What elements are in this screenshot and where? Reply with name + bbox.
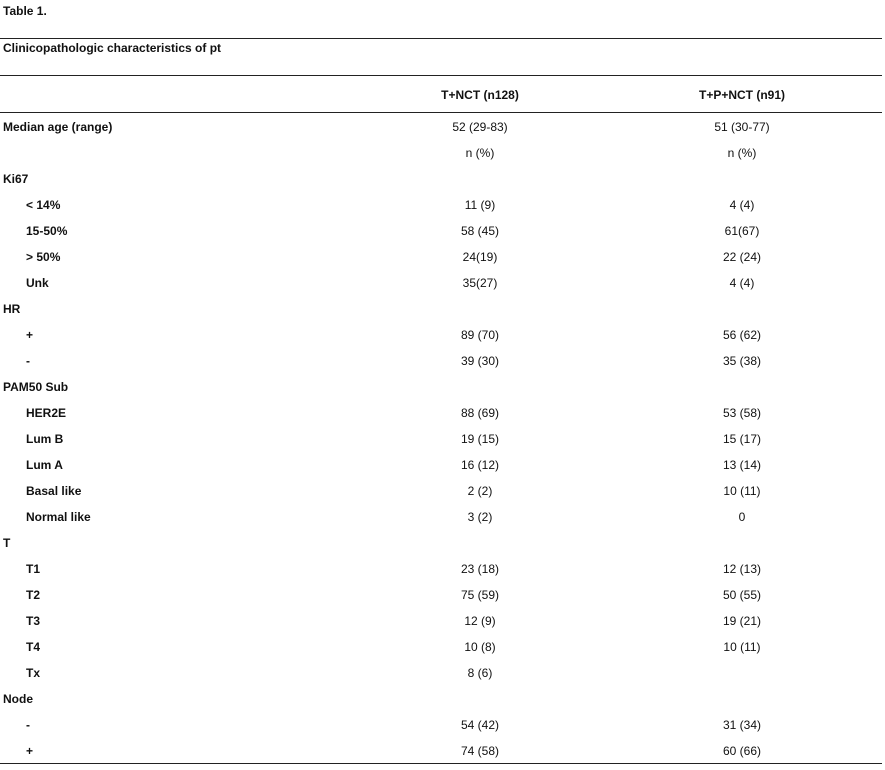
row-label: Normal like: [26, 510, 91, 524]
row-label: PAM50 Sub: [3, 380, 69, 394]
row-label: Lum B: [26, 432, 64, 446]
value-t-nct: 39 (30): [460, 354, 500, 368]
table-row: > 50% 24(19) 22 (24): [0, 250, 885, 276]
value-t-p-nct: 60 (66): [722, 744, 762, 758]
table-row: T4 10 (8) 10 (11): [0, 640, 885, 666]
value-t-nct: 16 (12): [460, 458, 500, 472]
table-row: PAM50 Sub: [0, 380, 885, 406]
value-t-nct: 74 (58): [460, 744, 500, 758]
table-row: n (%) n (%): [0, 146, 885, 172]
divider: [0, 38, 882, 39]
row-label: +: [26, 744, 34, 758]
table-row: Lum B 19 (15) 15 (17): [0, 432, 885, 458]
row-label: Tx: [26, 666, 41, 680]
column-header-t-p-nct: T+P+NCT (n91): [698, 88, 785, 102]
table-row: Basal like 2 (2) 10 (11): [0, 484, 885, 510]
table-row: - 39 (30) 35 (38): [0, 354, 885, 380]
table-row: T: [0, 536, 885, 562]
value-t-p-nct: 10 (11): [723, 640, 761, 654]
value-t-p-nct: 15 (17): [722, 432, 762, 446]
value-t-nct: 58 (45): [460, 224, 500, 238]
row-label: 15-50%: [26, 224, 68, 238]
value-t-nct: 89 (70): [460, 328, 500, 342]
value-t-nct: 23 (18): [460, 562, 500, 576]
row-label: Unk: [26, 276, 49, 290]
row-label: T3: [26, 614, 41, 628]
table-row: T2 75 (59) 50 (55): [0, 588, 885, 614]
value-t-p-nct: 4 (4): [729, 198, 755, 212]
table-row: Median age (range) 52 (29-83) 51 (30-77): [0, 120, 885, 146]
value-t-nct: 8 (6): [467, 666, 493, 680]
value-t-p-nct: 35 (38): [722, 354, 762, 368]
table-row: +74 (58) 60 (66): [0, 744, 885, 770]
value-t-nct: 75 (59): [460, 588, 500, 602]
value-t-nct: 35(27): [462, 276, 498, 290]
value-t-p-nct: n (%): [727, 146, 757, 160]
table-row: HER2E 88 (69) 53 (58): [0, 406, 885, 432]
table-row: 15-50% 58 (45) 61(67): [0, 224, 885, 250]
row-label: T: [3, 536, 11, 550]
value-t-nct: 3 (2): [467, 510, 493, 524]
row-label: HER2E: [26, 406, 67, 420]
row-label: HR: [3, 302, 21, 316]
divider: [0, 75, 882, 76]
row-label: T2: [26, 588, 41, 602]
value-t-nct: 19 (15): [460, 432, 500, 446]
value-t-p-nct: 61(67): [724, 224, 760, 238]
divider: [0, 112, 882, 113]
column-header-t-nct: T+NCT (n128): [441, 88, 519, 102]
value-t-nct: 12 (9): [464, 614, 496, 628]
table-row: Ki67: [0, 172, 885, 198]
value-t-p-nct: 0: [738, 510, 746, 524]
table-caption: Table 1.: [3, 4, 47, 18]
value-t-p-nct: 50 (55): [722, 588, 762, 602]
value-t-p-nct: 22 (24): [722, 250, 762, 264]
row-label: T1: [26, 562, 41, 576]
table-row: Unk 35(27) 4 (4): [0, 276, 885, 302]
row-label: Median age (range): [3, 120, 113, 134]
value-t-p-nct: 53 (58): [722, 406, 762, 420]
table-row: T1 23 (18) 12 (13): [0, 562, 885, 588]
value-t-nct: 11 (9): [464, 198, 496, 212]
value-t-nct: 24(19): [462, 250, 498, 264]
row-label: -: [26, 354, 30, 368]
value-t-nct: 88 (69): [460, 406, 500, 420]
divider: [0, 763, 882, 764]
table-row: Lum A 16 (12) 13 (14): [0, 458, 885, 484]
row-label: +: [26, 328, 34, 342]
table-row: HR: [0, 302, 885, 328]
table-title: Clinicopathologic characteristics of pt: [3, 41, 222, 55]
value-t-p-nct: 19 (21): [722, 614, 762, 628]
value-t-p-nct: 10 (11): [723, 484, 761, 498]
value-t-nct: n (%): [465, 146, 495, 160]
row-label: > 50%: [26, 250, 61, 264]
row-label: -: [26, 718, 30, 732]
table-row: Tx 8 (6): [0, 666, 885, 692]
value-t-p-nct: 12 (13): [722, 562, 762, 576]
row-label: Ki67: [3, 172, 29, 186]
value-t-p-nct: 31 (34): [722, 718, 762, 732]
table-row: < 14% 11 (9) 4 (4): [0, 198, 885, 224]
table-row: T3 12 (9) 19 (21): [0, 614, 885, 640]
table-row: Normal like 3 (2) 0: [0, 510, 885, 536]
value-t-nct: 54 (42): [460, 718, 500, 732]
value-t-nct: 2 (2): [467, 484, 493, 498]
value-t-p-nct: 4 (4): [729, 276, 755, 290]
row-label: < 14%: [26, 198, 61, 212]
value-t-nct: 52 (29-83): [452, 120, 508, 134]
value-t-p-nct: 51 (30-77): [714, 120, 770, 134]
row-label: Lum A: [26, 458, 63, 472]
value-t-nct: 10 (8): [464, 640, 496, 654]
row-label: Node: [3, 692, 33, 706]
value-t-p-nct: 56 (62): [722, 328, 762, 342]
table-row: +89 (70) 56 (62): [0, 328, 885, 354]
table-row: Node: [0, 692, 885, 718]
row-label: Basal like: [26, 484, 82, 498]
value-t-p-nct: 13 (14): [722, 458, 762, 472]
row-label: T4: [26, 640, 41, 654]
table-row: - 54 (42) 31 (34): [0, 718, 885, 744]
